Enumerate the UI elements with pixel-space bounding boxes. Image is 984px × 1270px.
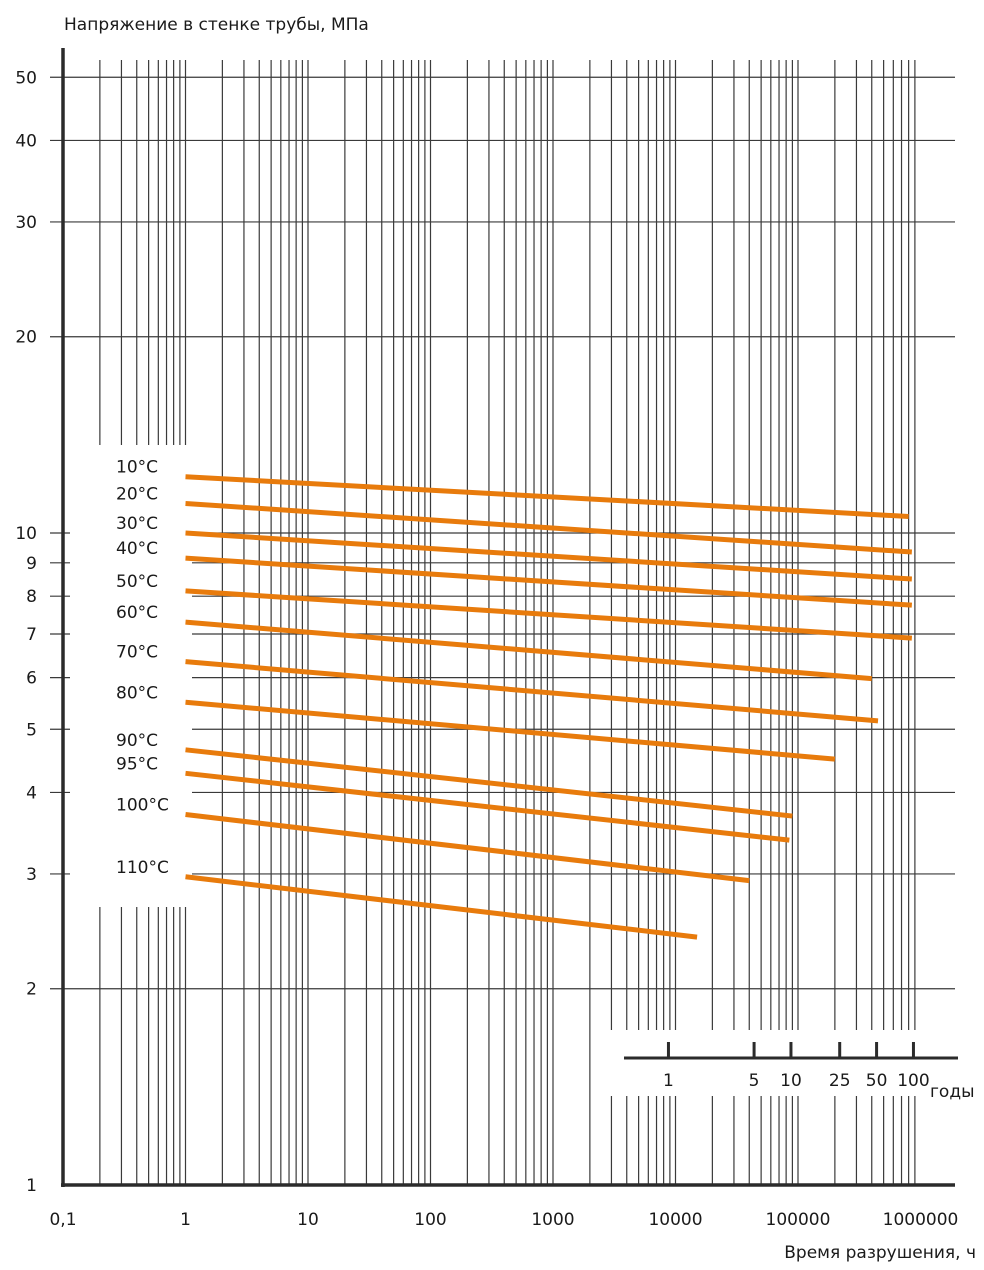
y-tick-labels: 1 2 3 4 5 6 7 8 9 10 20 30 40 50	[15, 68, 37, 1196]
y-tick-label: 20	[15, 328, 37, 348]
series-label: 10°C	[116, 458, 158, 478]
x-tick-label: 10	[297, 1210, 319, 1230]
series-label: 60°C	[116, 603, 158, 623]
y-tick-label: 30	[15, 213, 37, 233]
label-mask	[70, 445, 974, 1096]
series-label: 70°C	[116, 643, 158, 663]
series-line	[185, 812, 750, 884]
series-label: 50°C	[116, 572, 158, 592]
series-label: 100°C	[116, 796, 169, 816]
years-tick-label: 10	[780, 1071, 802, 1091]
series-line	[185, 588, 913, 641]
series: 10°C 20°C 30°C 40°C 50°C 60°C 70°C 80°C 90°C 95°C…	[116, 458, 913, 940]
series-label: 95°C	[116, 754, 158, 774]
series-line	[185, 619, 872, 682]
label-area-mask	[70, 445, 192, 907]
vertical-grid	[99, 60, 916, 1185]
x-tick-label: 1	[180, 1210, 191, 1230]
years-unit-label: годы	[930, 1082, 975, 1102]
series-label: 80°C	[116, 683, 158, 703]
series-label: 20°C	[116, 484, 158, 504]
y-tick-label: 6	[26, 669, 37, 689]
years-tick-label: 25	[829, 1071, 851, 1091]
y-tick-label: 10	[15, 524, 37, 544]
y-tick-label: 50	[15, 68, 37, 88]
x-tick-label: 10000	[648, 1210, 702, 1230]
series-line	[185, 747, 793, 819]
y-tick-label: 2	[26, 980, 37, 1000]
series-label: 110°C	[116, 858, 169, 878]
series-line	[185, 659, 879, 724]
y-tick-label: 40	[15, 131, 37, 151]
y-tick-label: 7	[26, 625, 37, 645]
x-tick-label: 0,1	[49, 1210, 76, 1230]
years-area-mask	[604, 1030, 974, 1096]
years-tick-label: 100	[897, 1071, 929, 1091]
y-axis-title: Напряжение в стенке трубы, МПа	[64, 15, 369, 35]
y-tick-label: 1	[26, 1176, 37, 1196]
years-tick-label: 50	[866, 1071, 888, 1091]
series-label: 90°C	[116, 731, 158, 751]
x-tick-label: 100	[414, 1210, 446, 1230]
series-label: 30°C	[116, 514, 158, 534]
x-tick-label: 1000	[531, 1210, 574, 1230]
x-tick-labels: 0,1 1 10 100 1000 10000 100000 1000000	[49, 1210, 958, 1230]
x-tick-label: 100000	[766, 1210, 831, 1230]
series-line	[185, 474, 909, 519]
series-line	[185, 530, 913, 582]
series-line	[185, 555, 913, 608]
series-label: 40°C	[116, 539, 158, 559]
y-tick-label: 3	[26, 865, 37, 885]
series-line	[185, 500, 913, 555]
axes	[61, 48, 955, 1187]
x-axis-title: Время разрушения, ч	[784, 1243, 976, 1263]
series-line	[185, 770, 790, 843]
series-line	[185, 699, 836, 762]
years-tick-label: 5	[749, 1071, 760, 1091]
years-tick-label: 1	[663, 1071, 674, 1091]
y-tick-label: 4	[26, 783, 37, 803]
x-tick-label: 1000000	[883, 1210, 959, 1230]
y-tick-label: 9	[26, 554, 37, 574]
y-tick-label: 8	[26, 587, 37, 607]
series-line	[185, 874, 698, 940]
y-tick-label: 5	[26, 720, 37, 740]
